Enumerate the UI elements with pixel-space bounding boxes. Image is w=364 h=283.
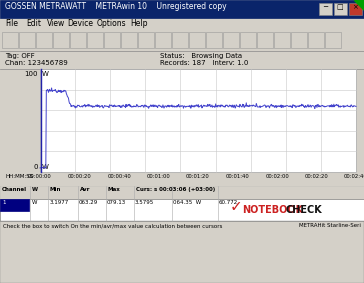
Text: 063.29: 063.29 — [79, 200, 98, 205]
Text: ✓: ✓ — [230, 199, 243, 214]
Bar — [36, 32, 52, 48]
Text: 00:02:00: 00:02:00 — [265, 174, 289, 179]
Text: Status:   Browsing Data: Status: Browsing Data — [160, 53, 242, 59]
Bar — [155, 32, 171, 48]
Text: Channel: Channel — [2, 187, 27, 192]
Text: Min: Min — [50, 187, 62, 192]
Text: ×: × — [352, 4, 358, 10]
Bar — [0, 0, 364, 18]
Text: NOTEBOOK: NOTEBOOK — [242, 205, 303, 215]
Text: File: File — [5, 19, 18, 28]
Text: Help: Help — [130, 19, 147, 28]
Text: ─: ─ — [323, 4, 327, 10]
Bar — [240, 32, 256, 48]
Bar — [40, 69, 356, 172]
Text: 00:00:00: 00:00:00 — [28, 174, 52, 179]
Text: 60.772: 60.772 — [219, 200, 238, 205]
Text: Check the box to switch On the min/avr/max value calculation between cursors: Check the box to switch On the min/avr/m… — [3, 223, 222, 228]
Bar — [308, 32, 324, 48]
Bar — [87, 32, 103, 48]
Text: W: W — [32, 200, 37, 205]
Bar — [121, 32, 137, 48]
Text: Tag: OFF: Tag: OFF — [5, 53, 35, 59]
Bar — [0, 186, 364, 199]
Text: 00:01:40: 00:01:40 — [226, 174, 249, 179]
Bar — [70, 32, 86, 48]
Text: 3.1977: 3.1977 — [50, 200, 69, 205]
Text: □: □ — [337, 4, 343, 10]
Bar — [53, 32, 69, 48]
Bar — [319, 3, 332, 15]
Text: Records: 187   Interv: 1.0: Records: 187 Interv: 1.0 — [160, 60, 248, 66]
Bar — [349, 3, 362, 15]
Bar — [189, 32, 205, 48]
Text: GOSSEN METRAWATT    METRAwin 10    Unregistered copy: GOSSEN METRAWATT METRAwin 10 Unregistere… — [5, 2, 227, 11]
Text: W: W — [42, 71, 49, 77]
Bar — [274, 32, 290, 48]
Text: Device: Device — [67, 19, 94, 28]
Text: Options: Options — [96, 19, 126, 28]
Text: View: View — [47, 19, 65, 28]
Text: Curs: s 00:03:06 (+03:00): Curs: s 00:03:06 (+03:00) — [136, 187, 215, 192]
Bar — [0, 51, 364, 69]
Text: HH:MM:SS: HH:MM:SS — [5, 174, 33, 179]
Text: Chan: 123456789: Chan: 123456789 — [5, 60, 68, 66]
Text: 0: 0 — [33, 164, 38, 170]
Text: Avr: Avr — [80, 187, 90, 192]
Bar — [0, 199, 29, 211]
Bar — [19, 32, 35, 48]
Text: Max: Max — [108, 187, 121, 192]
Text: 00:01:00: 00:01:00 — [147, 174, 170, 179]
Text: W: W — [42, 164, 49, 170]
Bar — [257, 32, 273, 48]
Bar — [206, 32, 222, 48]
Bar — [0, 186, 364, 221]
Bar — [291, 32, 307, 48]
Polygon shape — [354, 0, 364, 10]
Bar — [334, 3, 347, 15]
Text: 1: 1 — [2, 200, 5, 205]
Text: 00:00:40: 00:00:40 — [107, 174, 131, 179]
Text: 079.13: 079.13 — [107, 200, 126, 205]
Text: 00:02:40: 00:02:40 — [344, 174, 364, 179]
Bar — [325, 32, 341, 48]
Bar — [172, 32, 188, 48]
Text: 3.5795: 3.5795 — [135, 200, 154, 205]
Bar — [0, 18, 364, 29]
Text: 100: 100 — [24, 71, 38, 77]
Text: 00:02:20: 00:02:20 — [305, 174, 328, 179]
Text: Edit: Edit — [26, 19, 41, 28]
Bar — [2, 32, 18, 48]
Text: CHECK: CHECK — [286, 205, 323, 215]
Text: 00:00:20: 00:00:20 — [68, 174, 91, 179]
Text: METRAHit Starline-Seri: METRAHit Starline-Seri — [299, 223, 361, 228]
Text: 064.35  W: 064.35 W — [173, 200, 201, 205]
Text: W: W — [32, 187, 38, 192]
Bar — [223, 32, 239, 48]
Bar — [0, 221, 364, 283]
Bar — [138, 32, 154, 48]
Bar — [0, 29, 364, 51]
Bar — [104, 32, 120, 48]
Text: 00:01:20: 00:01:20 — [186, 174, 210, 179]
